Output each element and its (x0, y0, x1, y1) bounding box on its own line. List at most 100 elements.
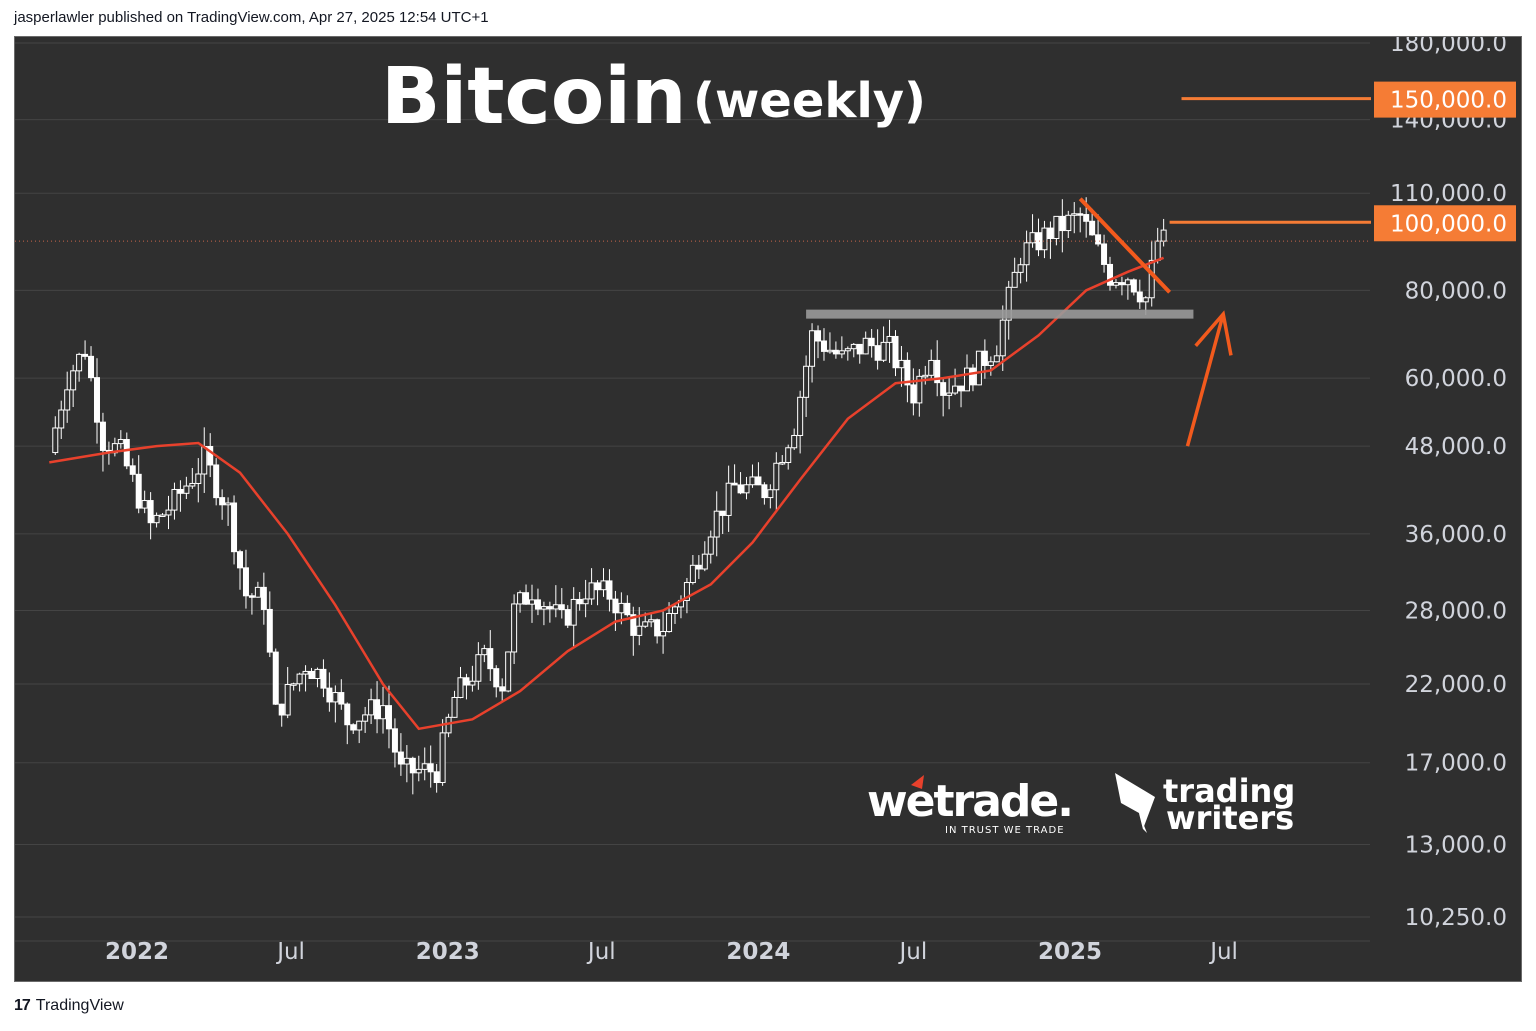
candle-body (868, 337, 875, 347)
candle-body (231, 502, 238, 553)
candle-body (1077, 213, 1084, 216)
candle-body (564, 609, 571, 626)
candle-body (570, 598, 577, 626)
candle-body (278, 703, 285, 716)
candle-body (362, 714, 369, 722)
candle-body (505, 651, 512, 692)
candle-body (636, 625, 643, 636)
candle-body (123, 438, 130, 467)
candle-body (725, 482, 732, 516)
candle-body (177, 488, 184, 494)
tradingview-footer[interactable]: 17 TradingView (14, 997, 124, 1015)
candle-body (481, 648, 488, 656)
candle-body (737, 484, 744, 494)
candle-body (803, 365, 810, 398)
candle-body (940, 382, 947, 396)
candle-body (528, 599, 535, 605)
candle-body (129, 465, 136, 475)
candle-body (326, 687, 333, 703)
tradingwriters-line2: writers (1166, 799, 1294, 837)
candle-body (987, 361, 994, 366)
candle-body (511, 603, 518, 653)
candle-body (767, 489, 774, 499)
candle-body (701, 553, 708, 570)
chart-frame[interactable]: 180,000.0 140,000.0 110,000.0 80,000.0 60,00… (14, 36, 1522, 982)
candle-body (58, 409, 65, 429)
candle-body (755, 476, 762, 486)
candle-body (1124, 279, 1131, 286)
candle-body (618, 602, 625, 614)
candle-body (493, 668, 500, 688)
candle-body (320, 668, 327, 689)
price-tick-label: 36,000.0 (1405, 522, 1507, 548)
candle-body (1142, 297, 1149, 303)
candle-body (219, 497, 226, 506)
candle-body (981, 350, 988, 366)
wetrade-logo: wetrade. IN TRUST WE TRADE (867, 775, 1074, 836)
candle-body (1130, 279, 1137, 293)
candle-body (1095, 234, 1102, 245)
target-level-badge (1374, 205, 1516, 242)
candle-body (207, 446, 214, 466)
candle-body (1017, 264, 1024, 273)
candle-body (731, 482, 738, 486)
candle-body (612, 598, 619, 614)
candle-body (296, 673, 303, 685)
candle-body (1035, 232, 1042, 251)
price-tick-label: 22,000.0 (1405, 672, 1507, 698)
price-tick-label: 110,000.0 (1390, 181, 1507, 207)
time-tick-label: Jul (1208, 939, 1238, 965)
time-tick-label: Jul (897, 939, 927, 965)
candle-body (660, 631, 667, 637)
candle-body (934, 359, 941, 384)
target-level-label: 150,000.0 (1390, 88, 1507, 114)
candle-body (70, 370, 77, 391)
candle-body (1107, 263, 1114, 286)
candle-body (588, 582, 595, 600)
candle-body (153, 514, 160, 524)
time-tick-label: 2024 (726, 939, 790, 965)
candle-body (1136, 291, 1143, 303)
candle-body (838, 350, 845, 355)
candle-body (773, 462, 780, 491)
candle-body (695, 564, 702, 570)
candle-body (201, 446, 208, 475)
price-tick-label: 13,000.0 (1405, 833, 1507, 859)
candle-body (952, 385, 959, 394)
candle-body (594, 582, 601, 591)
candle-body (254, 586, 261, 598)
candle-body (630, 614, 637, 636)
candle-body (946, 392, 953, 396)
candle-body (892, 335, 899, 369)
candle-body (487, 648, 494, 670)
candle-body (1041, 227, 1048, 251)
candle-body (403, 757, 410, 765)
downtrend-line (1078, 197, 1172, 294)
candle-body (1083, 214, 1090, 222)
chart-subtitle: (weekly) (693, 73, 926, 129)
candle-body (237, 551, 244, 569)
candle-body (499, 686, 506, 692)
candle-body (719, 510, 726, 516)
candle-body (910, 384, 917, 404)
candle-body (672, 606, 679, 614)
candle-body (368, 699, 375, 716)
candle-body (558, 604, 565, 611)
candle-body (844, 348, 851, 352)
candle-body (880, 341, 887, 361)
candle-body (928, 359, 935, 376)
price-tick-label: 28,000.0 (1405, 599, 1507, 625)
wetrade-tagline: IN TRUST WE TRADE (945, 825, 1065, 836)
candle-body (666, 612, 673, 633)
tradingwriters-emblem (1115, 773, 1155, 829)
price-tick-label: 80,000.0 (1405, 278, 1507, 304)
candle-body (52, 427, 59, 454)
candle-body (171, 488, 178, 511)
candle-body (302, 670, 309, 675)
candle-body (64, 389, 71, 411)
chart-canvas[interactable]: 180,000.0140,000.0110,000.080,000.060,00… (15, 37, 1521, 981)
time-tick-label: 2023 (416, 939, 480, 965)
candle-body (1065, 214, 1072, 232)
candle-body (1047, 227, 1054, 240)
bullish-arrow-shaft (1185, 313, 1225, 447)
